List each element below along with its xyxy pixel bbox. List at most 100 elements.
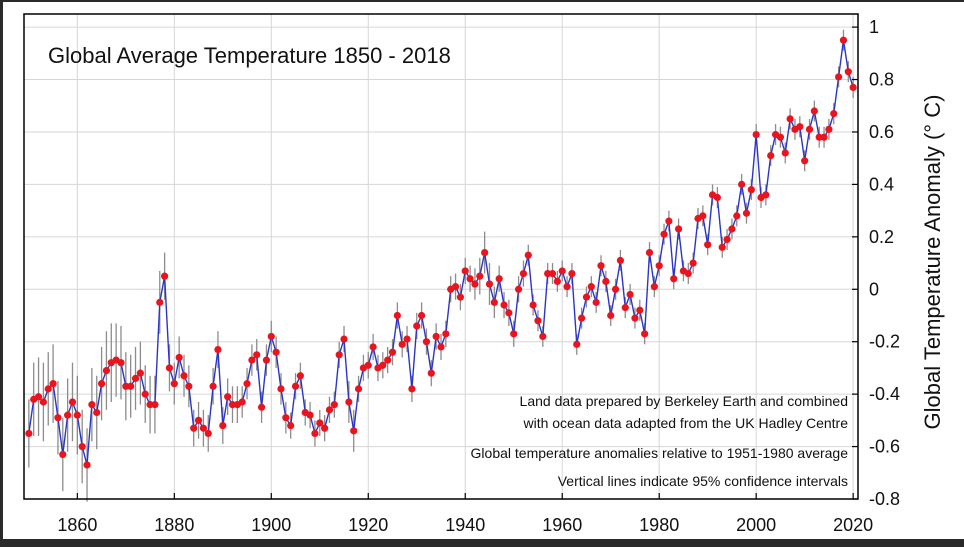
data-point-1993 xyxy=(718,243,726,251)
data-point-1948 xyxy=(500,301,508,309)
data-point-1908 xyxy=(306,411,314,419)
data-point-1927 xyxy=(398,340,406,348)
data-point-1850 xyxy=(25,429,33,438)
data-point-1947 xyxy=(495,275,503,283)
data-point-1885 xyxy=(194,416,203,424)
data-point-1959 xyxy=(553,277,561,286)
data-point-2015 xyxy=(825,125,833,133)
data-point-1897 xyxy=(253,351,261,359)
data-point-1858 xyxy=(64,411,72,419)
data-point-1984 xyxy=(674,225,683,233)
data-point-1879 xyxy=(165,364,174,372)
data-point-1916 xyxy=(345,398,353,406)
data-point-1909 xyxy=(311,429,319,438)
note-line-4: Vertical lines indicate 95% confidence i… xyxy=(558,473,848,489)
data-point-1910 xyxy=(316,419,324,427)
data-point-1899 xyxy=(262,356,271,364)
data-point-2005 xyxy=(776,133,785,141)
plot-border xyxy=(23,13,859,500)
data-point-1977 xyxy=(641,330,649,338)
data-point-1972 xyxy=(616,256,625,265)
data-point-1981 xyxy=(660,230,668,238)
data-point-1889 xyxy=(214,345,222,354)
y-tick-layer: 1 0.8 0.6 0.4 0.2 0 -0.2 -0.4 -0.6 -0.8 xyxy=(852,17,900,509)
x-tick-label: 1940 xyxy=(445,515,485,535)
x-tick-layer: 1860 1880 1900 1920 1940 1960 1980 2000 2020 xyxy=(57,493,873,535)
data-point-1968 xyxy=(597,262,605,270)
data-point-1856 xyxy=(54,414,62,422)
data-point-2006 xyxy=(781,149,789,157)
data-point-1978 xyxy=(645,248,654,257)
data-point-1941 xyxy=(466,275,474,283)
data-point-1860 xyxy=(73,411,81,419)
data-point-1891 xyxy=(224,393,232,401)
data-point-1962 xyxy=(568,269,576,278)
data-point-1914 xyxy=(335,351,343,359)
data-point-1854 xyxy=(44,385,52,393)
data-point-2011 xyxy=(805,125,814,133)
data-point-1864 xyxy=(93,408,101,417)
data-point-1866 xyxy=(102,366,111,375)
y-tick-label: -0.4 xyxy=(869,384,900,404)
data-point-1986 xyxy=(684,269,692,278)
data-point-1956 xyxy=(539,332,547,341)
y-tick-label: 0 xyxy=(869,279,879,299)
y-tick-label: 0.8 xyxy=(869,70,894,90)
data-point-layer xyxy=(25,36,857,469)
x-tick-label: 1920 xyxy=(348,515,388,535)
data-point-1912 xyxy=(325,406,334,414)
data-point-1890 xyxy=(219,421,227,430)
chart-title: Global Average Temperature 1850 - 2018 xyxy=(48,43,451,68)
y-tick-label: 1 xyxy=(869,17,879,37)
data-point-2012 xyxy=(810,107,818,115)
data-point-1945 xyxy=(485,280,494,288)
data-point-1869 xyxy=(117,359,125,367)
data-point-1936 xyxy=(442,330,450,338)
data-point-1917 xyxy=(350,427,358,435)
data-point-1983 xyxy=(670,275,678,283)
grid-layer xyxy=(24,14,858,500)
data-point-1939 xyxy=(456,293,464,301)
data-point-1995 xyxy=(728,225,736,233)
data-point-1913 xyxy=(330,401,338,409)
data-point-2000 xyxy=(752,130,760,139)
data-point-1976 xyxy=(636,306,644,314)
data-point-1884 xyxy=(190,424,198,432)
data-point-1940 xyxy=(461,267,469,275)
y-tick-label: -0.2 xyxy=(869,332,900,352)
data-point-1970 xyxy=(607,311,615,320)
data-point-2018 xyxy=(839,36,848,44)
data-point-1871 xyxy=(127,382,135,390)
data-point-1881 xyxy=(175,353,183,362)
data-point-1965 xyxy=(582,293,591,301)
data-point-1949 xyxy=(505,309,513,317)
data-point-1935 xyxy=(437,343,445,351)
window-edge-top xyxy=(0,0,964,2)
data-point-1877 xyxy=(156,298,164,306)
data-point-1853 xyxy=(39,398,47,406)
window-edge-left xyxy=(0,0,3,547)
x-tick-label: 1860 xyxy=(57,515,97,535)
data-point-1964 xyxy=(578,314,586,322)
note-line-3: Global temperature anomalies relative to… xyxy=(471,445,849,461)
data-point-2003 xyxy=(767,151,775,160)
data-point-1861 xyxy=(78,442,86,451)
data-point-1920 xyxy=(364,361,372,369)
data-point-1898 xyxy=(257,403,266,411)
data-point-1915 xyxy=(340,335,348,343)
data-point-2007 xyxy=(786,115,794,123)
data-point-2017 xyxy=(835,73,843,81)
x-tick-label: 1900 xyxy=(251,515,291,535)
data-point-1999 xyxy=(747,186,755,194)
data-point-1994 xyxy=(723,235,731,244)
data-point-1932 xyxy=(422,338,431,346)
data-point-1887 xyxy=(204,429,212,438)
data-point-1904 xyxy=(287,421,295,430)
data-point-1961 xyxy=(563,283,571,291)
data-point-1921 xyxy=(369,343,377,351)
x-tick-label: 2020 xyxy=(833,515,873,535)
data-point-1894 xyxy=(238,398,246,406)
data-point-1990 xyxy=(704,241,712,249)
data-point-1974 xyxy=(626,290,634,299)
